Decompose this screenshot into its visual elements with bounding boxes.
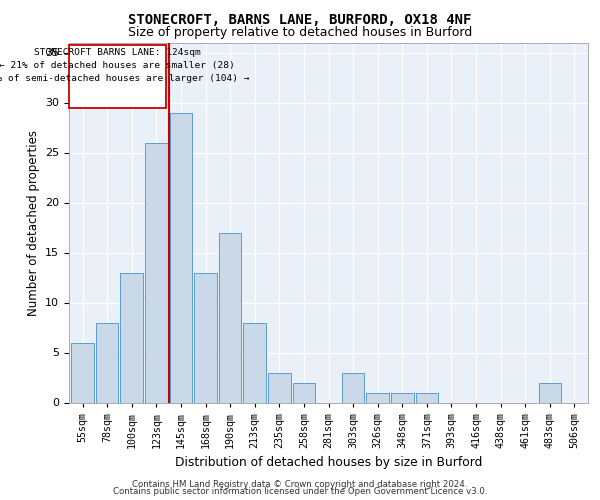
Bar — [145, 142, 167, 402]
Text: ← 21% of detached houses are smaller (28): ← 21% of detached houses are smaller (28… — [0, 61, 235, 70]
Text: STONECROFT, BARNS LANE, BURFORD, OX18 4NF: STONECROFT, BARNS LANE, BURFORD, OX18 4N… — [128, 12, 472, 26]
Bar — [244, 322, 266, 402]
X-axis label: Distribution of detached houses by size in Burford: Distribution of detached houses by size … — [175, 456, 482, 469]
Bar — [219, 232, 241, 402]
Text: Size of property relative to detached houses in Burford: Size of property relative to detached ho… — [128, 26, 472, 39]
Text: Contains public sector information licensed under the Open Government Licence v3: Contains public sector information licen… — [113, 487, 487, 496]
Bar — [194, 272, 217, 402]
FancyBboxPatch shape — [69, 44, 166, 108]
Bar — [71, 342, 94, 402]
Bar — [416, 392, 438, 402]
Bar — [539, 382, 561, 402]
Bar — [121, 272, 143, 402]
Bar — [391, 392, 413, 402]
Bar — [367, 392, 389, 402]
Text: 79% of semi-detached houses are larger (104) →: 79% of semi-detached houses are larger (… — [0, 74, 250, 83]
Y-axis label: Number of detached properties: Number of detached properties — [26, 130, 40, 316]
Bar — [96, 322, 118, 402]
Text: STONECROFT BARNS LANE: 124sqm: STONECROFT BARNS LANE: 124sqm — [34, 48, 201, 57]
Bar — [293, 382, 315, 402]
Bar — [170, 112, 192, 403]
Text: Contains HM Land Registry data © Crown copyright and database right 2024.: Contains HM Land Registry data © Crown c… — [132, 480, 468, 489]
Bar — [268, 372, 290, 402]
Bar — [342, 372, 364, 402]
